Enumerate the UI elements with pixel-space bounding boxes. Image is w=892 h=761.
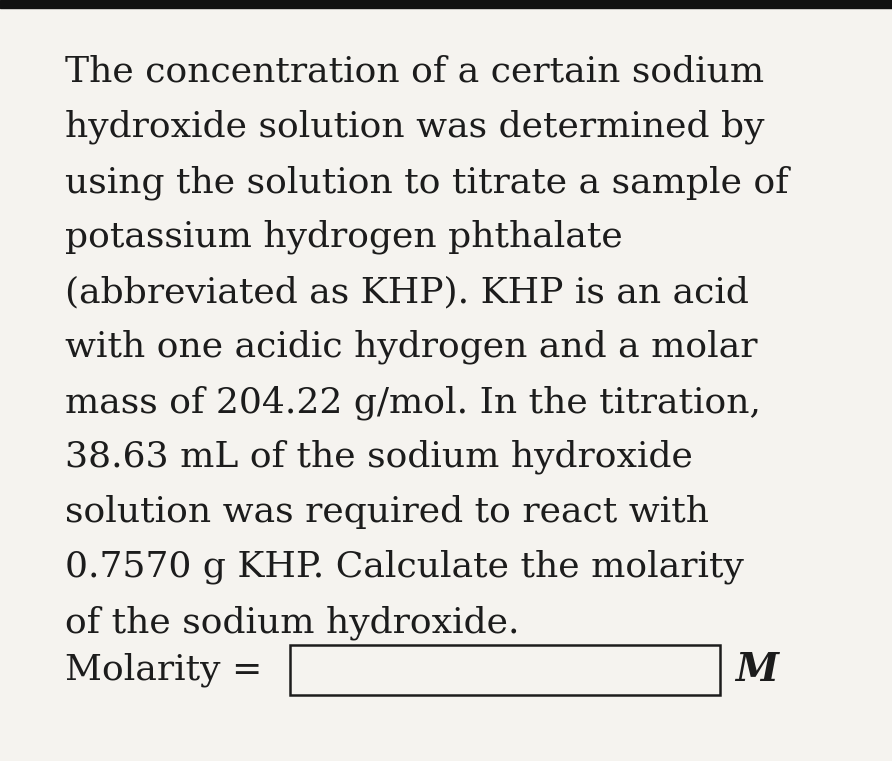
Text: 38.63 mL of the sodium hydroxide: 38.63 mL of the sodium hydroxide: [65, 440, 693, 475]
Text: (abbreviated as KHP). KHP is an acid: (abbreviated as KHP). KHP is an acid: [65, 275, 749, 309]
Text: Molarity =: Molarity =: [65, 653, 274, 687]
Text: solution was required to react with: solution was required to react with: [65, 495, 709, 529]
Text: potassium hydrogen phthalate: potassium hydrogen phthalate: [65, 220, 623, 254]
Text: The concentration of a certain sodium: The concentration of a certain sodium: [65, 55, 764, 89]
Text: of the sodium hydroxide.: of the sodium hydroxide.: [65, 605, 519, 639]
Text: M: M: [735, 651, 778, 689]
Text: 0.7570 g KHP. Calculate the molarity: 0.7570 g KHP. Calculate the molarity: [65, 550, 744, 584]
Text: with one acidic hydrogen and a molar: with one acidic hydrogen and a molar: [65, 330, 757, 365]
Bar: [290, 645, 720, 695]
Text: hydroxide solution was determined by: hydroxide solution was determined by: [65, 110, 764, 145]
Text: using the solution to titrate a sample of: using the solution to titrate a sample o…: [65, 165, 789, 199]
Text: mass of 204.22 g/mol. In the titration,: mass of 204.22 g/mol. In the titration,: [65, 385, 761, 419]
Bar: [0, 0, 892, 8]
